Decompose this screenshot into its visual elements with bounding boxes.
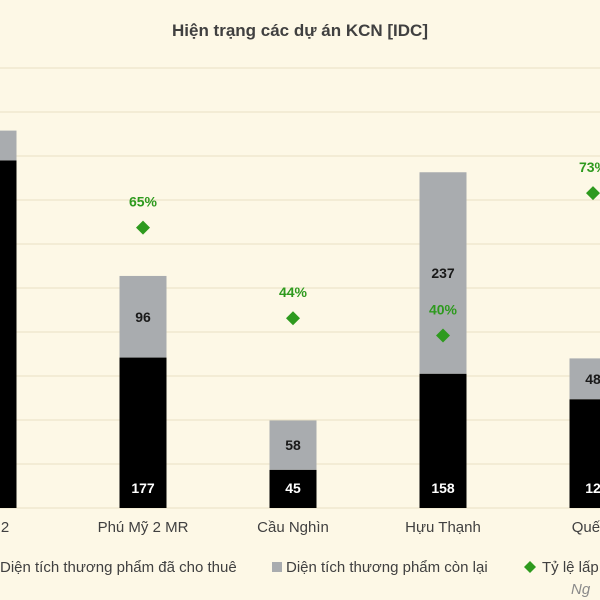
bar-leased (119, 357, 167, 508)
chart-title: Hiện trạng các dự án KCN [IDC] (172, 21, 428, 40)
markers: %65%44%40%73% (129, 159, 600, 343)
occupancy-label: 44% (279, 284, 308, 300)
occupancy-label: 73% (579, 159, 600, 175)
x-axis: Mỹ 2 Phú Mỹ 2 MR Cầu Nghìn Hựu Thạnh Quế V (0, 519, 600, 536)
legend-label-occupancy: Tỷ lệ lấp (542, 559, 599, 576)
legend: Diện tích thương phẩm đã cho thuê Diện tí… (0, 559, 599, 576)
occupancy-label: 65% (129, 194, 158, 210)
occupancy-label: 40% (429, 301, 458, 317)
bar-remaining (0, 130, 17, 161)
bar-leased-label: 45 (285, 480, 301, 496)
occupancy-marker (586, 186, 600, 201)
occupancy-marker (286, 311, 300, 326)
bar-remaining-label: 96 (135, 309, 151, 325)
bar-remaining (569, 358, 600, 400)
bar-leased (269, 469, 317, 508)
bars: 91779645581582371248 (0, 130, 600, 508)
bar-remaining (119, 275, 167, 358)
bar-remaining-label: 237 (431, 265, 455, 281)
x-tick-label: Quế V (572, 519, 600, 536)
occupancy-marker (436, 328, 450, 343)
bar-leased-label: 177 (131, 480, 155, 496)
bar-leased (569, 399, 600, 508)
bar-leased-label: 158 (431, 480, 455, 496)
x-tick-label: Mỹ 2 (0, 519, 9, 536)
legend-label-leased: Diện tích thương phẩm đã cho thuê (0, 559, 237, 576)
bar-leased (419, 373, 467, 508)
grid (0, 67, 600, 509)
source-note: Ng (571, 581, 591, 598)
bar-leased (0, 160, 17, 508)
legend-marker-occupancy (524, 561, 536, 573)
x-tick-label: Phú Mỹ 2 MR (98, 519, 189, 536)
bar-leased-label: 12 (585, 480, 600, 496)
x-tick-label: Hựu Thạnh (405, 519, 481, 536)
x-tick-label: Cầu Nghìn (257, 519, 329, 536)
legend-label-remaining: Diện tích thương phẩm còn lại (286, 559, 488, 576)
occupancy-marker (136, 220, 150, 235)
bar-remaining (269, 420, 317, 470)
legend-swatch-remaining (272, 562, 282, 572)
bar-remaining-label: 48 (585, 371, 600, 387)
bar-remaining-label: 58 (285, 437, 301, 453)
